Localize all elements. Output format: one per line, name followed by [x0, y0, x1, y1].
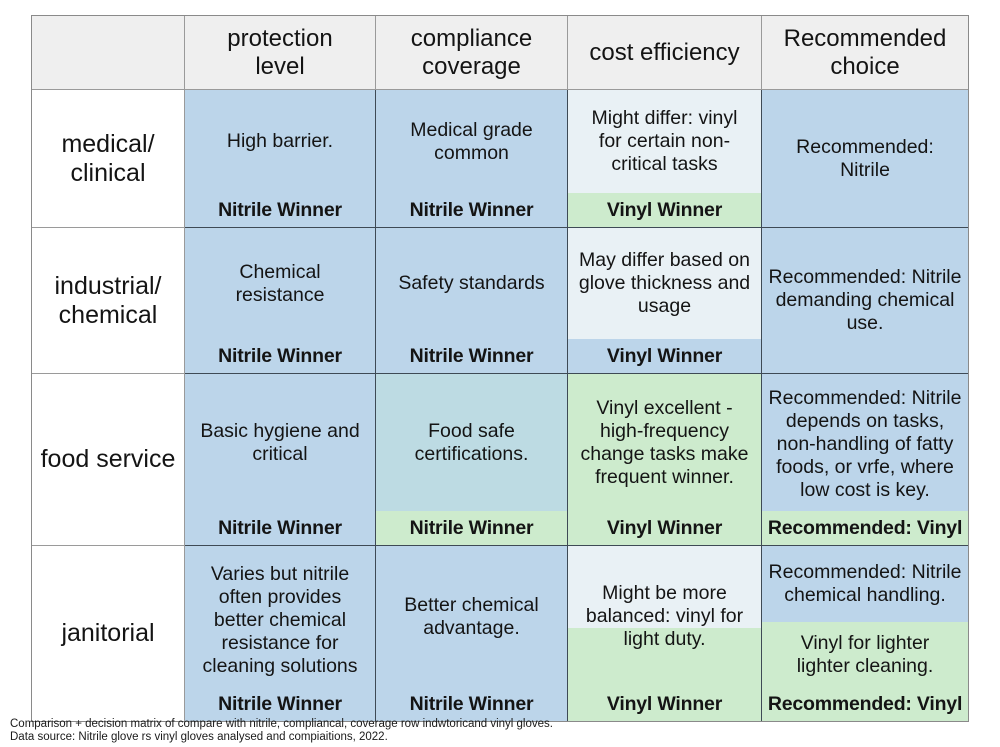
- cell-description: Varies but nitrile often provides better…: [202, 563, 358, 677]
- row-label-text: janitorial: [61, 619, 155, 647]
- header-recommended-choice: Recommended choice: [762, 16, 968, 90]
- winner-label: Vinyl Winner: [606, 692, 723, 715]
- row-label-text: food service: [40, 445, 176, 473]
- row-label-text: industrial/ chemical: [54, 271, 162, 329]
- chart-caption: Comparison + decision matrix of compare …: [10, 718, 553, 744]
- row-label-text: medical/ clinical: [61, 129, 155, 187]
- winner-label: Nitrile Winner: [376, 511, 567, 545]
- cell-description: Might differ: vinyl for certain non-crit…: [591, 107, 738, 175]
- cell-janitorial-compliance: Better chemical advantage. Nitrile Winne…: [376, 546, 568, 721]
- cell-medical-compliance: Medical grade common Nitrile Winner: [376, 90, 568, 228]
- recommendation-text: Recommended: Nitrile: [796, 135, 934, 181]
- cell-medical-protection: High barrier. Nitrile Winner: [185, 90, 376, 228]
- winner-label: Vinyl Winner: [606, 516, 723, 539]
- winner-label: Nitrile Winner: [218, 692, 342, 715]
- row-label-food-service: food service: [32, 374, 185, 546]
- cell-food-compliance: Food safe certifications. Nitrile Winner: [376, 374, 568, 546]
- cell-description: Food safe certifications.: [414, 419, 529, 465]
- recommendation-winner: Recommended: Vinyl: [762, 687, 968, 721]
- cell-industrial-recommended: Recommended: Nitrile demanding chemical …: [762, 228, 968, 374]
- recommendation-text: Recommended: Nitrile depends on tasks, n…: [768, 387, 962, 501]
- caption-line-2: Data source: Nitrile glove rs vinyl glov…: [10, 731, 388, 743]
- cell-description: Medical grade common: [410, 118, 533, 164]
- cell-industrial-protection: Chemical resistance Nitrile Winner: [185, 228, 376, 374]
- winner-label: Nitrile Winner: [218, 198, 342, 221]
- header-label: compliance coverage: [410, 24, 533, 80]
- cell-medical-recommended: Recommended: Nitrile: [762, 90, 968, 228]
- cell-food-recommended: Recommended: Nitrile depends on tasks, n…: [762, 374, 968, 546]
- header-label: Recommended choice: [783, 24, 947, 80]
- header-protection-level: protection level: [185, 16, 376, 90]
- cell-description: Chemical resistance: [235, 260, 325, 306]
- cell-description: Basic hygiene and critical: [200, 419, 360, 465]
- recommendation-text-nitrile: Recommended: Nitrile chemical handling.: [762, 546, 968, 622]
- cell-janitorial-protection: Varies but nitrile often provides better…: [185, 546, 376, 721]
- winner-label: Vinyl Winner: [568, 339, 761, 373]
- cell-janitorial-recommended: Recommended: Nitrile chemical handling. …: [762, 546, 968, 721]
- winner-label: Vinyl Winner: [568, 193, 761, 227]
- cell-description: High barrier.: [226, 130, 334, 152]
- cell-description: Vinyl excellent - high-frequency change …: [580, 396, 749, 488]
- row-label-medical: medical/ clinical: [32, 90, 185, 228]
- row-label-industrial: industrial/ chemical: [32, 228, 185, 374]
- cell-description: May differ based on glove thickness and …: [578, 249, 751, 317]
- cell-food-cost: Vinyl excellent - high-frequency change …: [568, 374, 762, 546]
- winner-label: Nitrile Winner: [218, 344, 342, 367]
- winner-label: Nitrile Winner: [409, 692, 534, 715]
- row-label-janitorial: janitorial: [32, 546, 185, 721]
- header-label: cost efficiency: [589, 38, 740, 66]
- header-corner: [32, 16, 185, 90]
- winner-label: Nitrile Winner: [218, 516, 342, 539]
- cell-janitorial-cost: Might be more balanced: vinyl for light …: [568, 546, 762, 721]
- header-cost-efficiency: cost efficiency: [568, 16, 762, 90]
- decision-matrix-table: protection level compliance coverage cos…: [31, 15, 969, 722]
- caption-line-1: Comparison + decision matrix of compare …: [10, 718, 553, 730]
- header-label: protection level: [227, 24, 333, 80]
- recommendation-text: Recommended: Nitrile demanding chemical …: [768, 266, 962, 334]
- cell-description: Better chemical advantage.: [404, 593, 539, 639]
- cell-medical-cost: Might differ: vinyl for certain non-crit…: [568, 90, 762, 228]
- cell-description: Might be more balanced: vinyl for light …: [585, 582, 744, 650]
- recommendation-winner: Recommended: Vinyl: [762, 511, 968, 545]
- header-compliance-coverage: compliance coverage: [376, 16, 568, 90]
- winner-label: Nitrile Winner: [409, 344, 534, 367]
- cell-description: Safety standards: [398, 272, 545, 294]
- recommendation-text-vinyl: Vinyl for lighter lighter cleaning.: [762, 622, 968, 687]
- cell-food-protection: Basic hygiene and critical Nitrile Winne…: [185, 374, 376, 546]
- cell-industrial-cost: May differ based on glove thickness and …: [568, 228, 762, 374]
- winner-label: Nitrile Winner: [409, 198, 534, 221]
- cell-industrial-compliance: Safety standards Nitrile Winner: [376, 228, 568, 374]
